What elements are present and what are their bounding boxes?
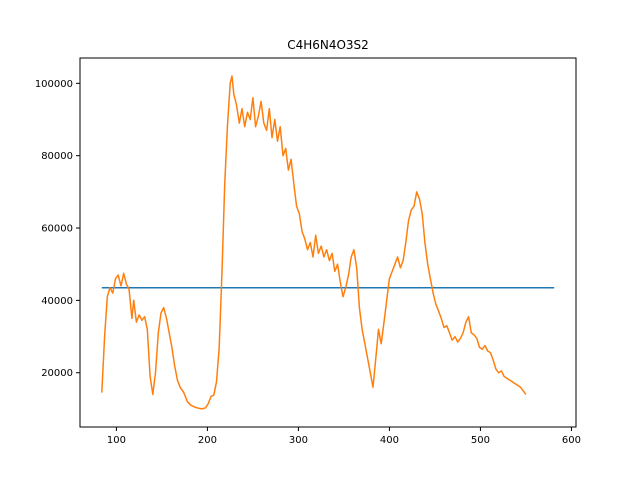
y-tick-label: 100000 xyxy=(35,79,73,90)
x-tick-label: 100 xyxy=(107,435,126,446)
y-tick-label: 80000 xyxy=(41,151,73,162)
x-tick-label: 600 xyxy=(562,435,581,446)
y-tick-label: 20000 xyxy=(41,368,73,379)
x-tick-label: 500 xyxy=(471,435,490,446)
x-tick-label: 300 xyxy=(289,435,308,446)
chart-title: C4H6N4O3S2 xyxy=(287,38,369,52)
y-tick-label: 40000 xyxy=(41,296,73,307)
x-tick-label: 200 xyxy=(198,435,217,446)
spectrum-series-line xyxy=(101,75,527,410)
y-tick-label: 60000 xyxy=(41,224,73,235)
x-tick-label: 400 xyxy=(380,435,399,446)
plot-frame xyxy=(79,57,577,428)
